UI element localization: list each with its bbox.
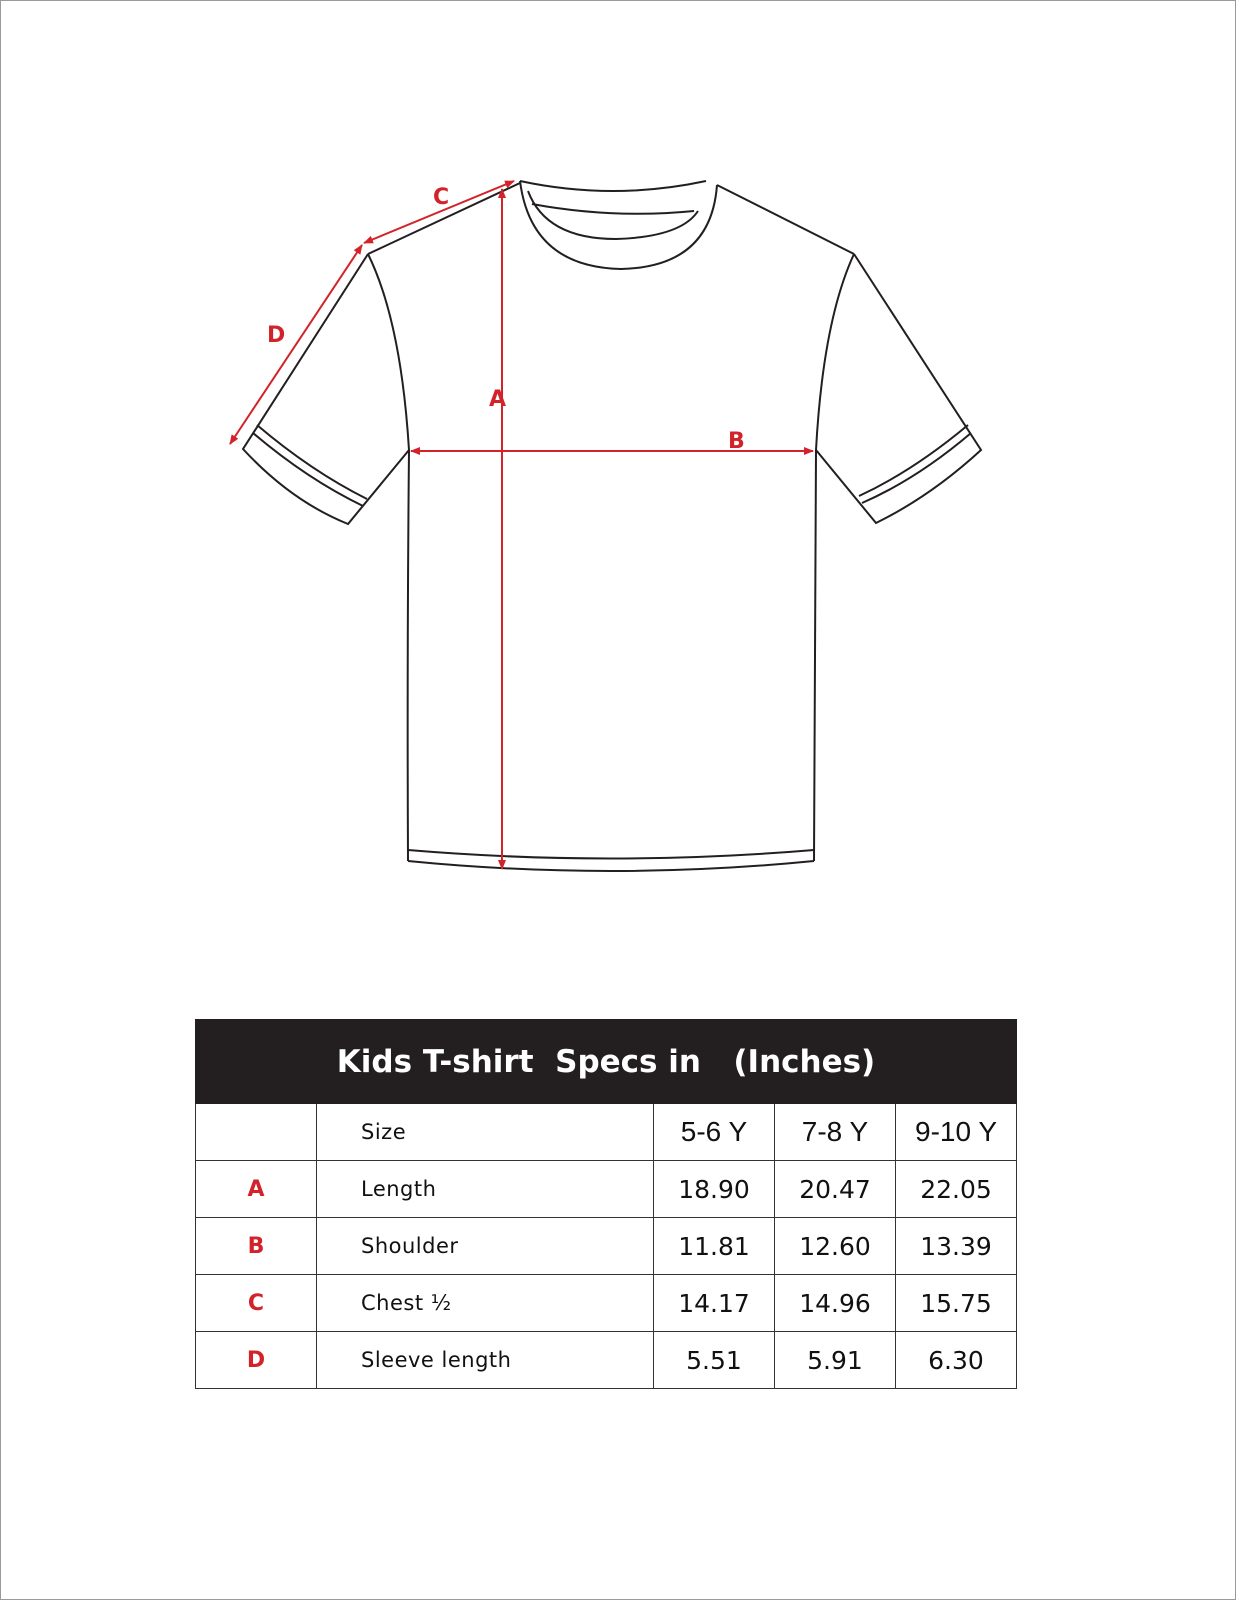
row-value: 13.39 [895,1217,1017,1275]
spec-table: Kids T-shirt Specs in (Inches) Size 5-6 … [195,1019,1017,1389]
row-value: 5.91 [774,1331,896,1389]
table-row: B Shoulder 11.81 12.60 13.39 [195,1217,1017,1275]
table-title: Kids T-shirt Specs in (Inches) [195,1019,1017,1104]
row-value: 14.96 [774,1274,896,1332]
tshirt-outline [241,180,983,872]
row-value: 12.60 [774,1217,896,1275]
collar-inner [527,190,699,241]
row-name: Shoulder [316,1217,654,1275]
row-code: B [195,1217,317,1275]
table-header-row: Size 5-6 Y 7-8 Y 9-10 Y [195,1103,1017,1161]
label-b: B [728,429,745,454]
table-title-row: Kids T-shirt Specs in (Inches) [195,1019,1017,1104]
label-d: D [267,323,285,348]
table-row: D Sleeve length 5.51 5.91 6.30 [195,1331,1017,1389]
row-value: 18.90 [653,1160,775,1218]
left-armhole [367,253,410,451]
right-shoulder [716,184,855,255]
size-header: 5-6 Y [653,1103,775,1161]
size-label: Size [316,1103,654,1161]
left-cuff-line [252,432,364,507]
row-value: 6.30 [895,1331,1017,1389]
size-header: 9-10 Y [895,1103,1017,1161]
table-row: A Length 18.90 20.47 22.05 [195,1160,1017,1218]
right-armhole [815,253,855,451]
right-side [813,449,817,862]
left-cuff-line [256,424,368,500]
row-name: Sleeve length [316,1331,654,1389]
table-row: C Chest ½ 14.17 14.96 15.75 [195,1274,1017,1332]
tshirt-diagram: A B C D [229,180,983,872]
label-a: A [489,387,506,412]
label-c: C [433,185,449,210]
row-code: A [195,1160,317,1218]
hem-line [407,849,815,860]
size-header: 7-8 Y [774,1103,896,1161]
right-sleeve [815,253,983,525]
row-value: 20.47 [774,1160,896,1218]
row-name: Length [316,1160,654,1218]
collar-outer [519,180,718,271]
left-sleeve [241,253,410,526]
arrow-c-chest [363,180,515,244]
collar-rib [531,203,695,215]
row-value: 5.51 [653,1331,775,1389]
empty-cell [195,1103,317,1161]
back-neck [519,180,707,192]
row-code: C [195,1274,317,1332]
row-code: D [195,1331,317,1389]
measurement-arrows [229,180,814,870]
row-name: Chest ½ [316,1274,654,1332]
row-value: 15.75 [895,1274,1017,1332]
row-value: 11.81 [653,1217,775,1275]
right-cuff-line [861,432,972,504]
arrow-d-sleeve [229,244,363,445]
right-cuff-line [858,424,969,497]
row-value: 14.17 [653,1274,775,1332]
row-value: 22.05 [895,1160,1017,1218]
left-side [406,449,410,862]
hem-bottom [407,860,815,872]
